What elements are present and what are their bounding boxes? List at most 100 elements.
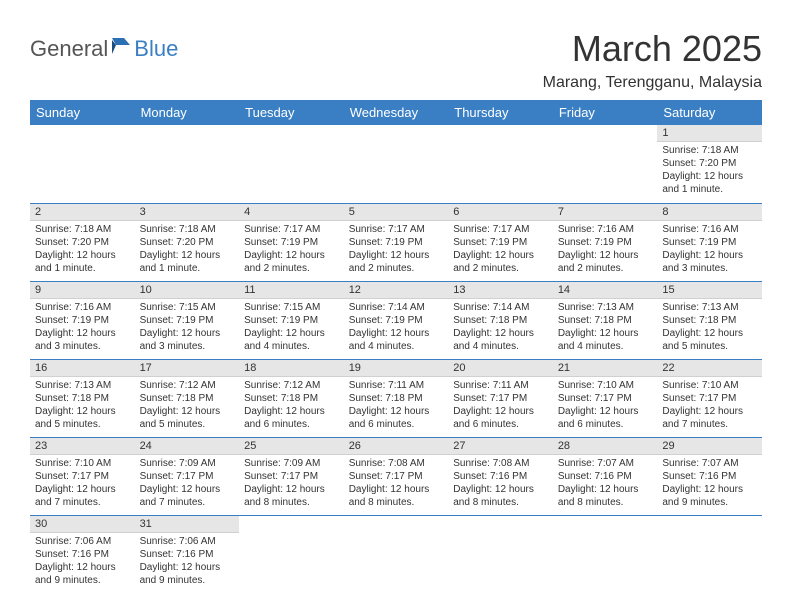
daylight-line2: and 1 minute. <box>662 183 757 196</box>
day-number: 3 <box>135 204 240 221</box>
calendar-cell <box>30 125 135 203</box>
calendar-cell: 6Sunrise: 7:17 AMSunset: 7:19 PMDaylight… <box>448 203 553 281</box>
day-number: 4 <box>239 204 344 221</box>
sunrise-text: Sunrise: 7:07 AM <box>558 457 653 470</box>
day-number: 7 <box>553 204 658 221</box>
day-number: 23 <box>30 438 135 455</box>
daylight-line1: Daylight: 12 hours <box>558 483 653 496</box>
sunset-text: Sunset: 7:20 PM <box>662 157 757 170</box>
col-sunday: Sunday <box>30 100 135 125</box>
sunset-text: Sunset: 7:18 PM <box>244 392 339 405</box>
daylight-line2: and 3 minutes. <box>662 262 757 275</box>
day-number: 6 <box>448 204 553 221</box>
day-details: Sunrise: 7:06 AMSunset: 7:16 PMDaylight:… <box>135 533 240 591</box>
col-saturday: Saturday <box>657 100 762 125</box>
sunset-text: Sunset: 7:19 PM <box>558 236 653 249</box>
daylight-line1: Daylight: 12 hours <box>662 405 757 418</box>
sunset-text: Sunset: 7:17 PM <box>140 470 235 483</box>
col-monday: Monday <box>135 100 240 125</box>
calendar-cell: 23Sunrise: 7:10 AMSunset: 7:17 PMDayligh… <box>30 437 135 515</box>
calendar-cell: 30Sunrise: 7:06 AMSunset: 7:16 PMDayligh… <box>30 515 135 593</box>
calendar-cell: 25Sunrise: 7:09 AMSunset: 7:17 PMDayligh… <box>239 437 344 515</box>
calendar-cell: 17Sunrise: 7:12 AMSunset: 7:18 PMDayligh… <box>135 359 240 437</box>
daylight-line2: and 4 minutes. <box>244 340 339 353</box>
day-number: 8 <box>657 204 762 221</box>
sunset-text: Sunset: 7:17 PM <box>662 392 757 405</box>
calendar-cell: 8Sunrise: 7:16 AMSunset: 7:19 PMDaylight… <box>657 203 762 281</box>
daylight-line1: Daylight: 12 hours <box>35 249 130 262</box>
sunset-text: Sunset: 7:19 PM <box>35 314 130 327</box>
sunset-text: Sunset: 7:16 PM <box>35 548 130 561</box>
calendar-cell: 15Sunrise: 7:13 AMSunset: 7:18 PMDayligh… <box>657 281 762 359</box>
daylight-line1: Daylight: 12 hours <box>349 327 444 340</box>
sunset-text: Sunset: 7:19 PM <box>349 314 444 327</box>
day-number: 30 <box>30 516 135 533</box>
sunset-text: Sunset: 7:18 PM <box>35 392 130 405</box>
day-details: Sunrise: 7:10 AMSunset: 7:17 PMDaylight:… <box>657 377 762 435</box>
sunset-text: Sunset: 7:18 PM <box>349 392 444 405</box>
col-tuesday: Tuesday <box>239 100 344 125</box>
day-details: Sunrise: 7:10 AMSunset: 7:17 PMDaylight:… <box>553 377 658 435</box>
calendar-cell: 28Sunrise: 7:07 AMSunset: 7:16 PMDayligh… <box>553 437 658 515</box>
daylight-line2: and 6 minutes. <box>244 418 339 431</box>
calendar-cell: 3Sunrise: 7:18 AMSunset: 7:20 PMDaylight… <box>135 203 240 281</box>
sunrise-text: Sunrise: 7:13 AM <box>35 379 130 392</box>
day-number: 16 <box>30 360 135 377</box>
sunset-text: Sunset: 7:17 PM <box>558 392 653 405</box>
location-label: Marang, Terengganu, Malaysia <box>30 74 762 92</box>
daylight-line1: Daylight: 12 hours <box>140 561 235 574</box>
daylight-line2: and 1 minute. <box>140 262 235 275</box>
day-details: Sunrise: 7:08 AMSunset: 7:16 PMDaylight:… <box>448 455 553 513</box>
sunrise-text: Sunrise: 7:16 AM <box>35 301 130 314</box>
day-number: 24 <box>135 438 240 455</box>
daylight-line1: Daylight: 12 hours <box>349 483 444 496</box>
calendar-table: Sunday Monday Tuesday Wednesday Thursday… <box>30 100 762 593</box>
day-number: 25 <box>239 438 344 455</box>
flag-icon <box>112 38 132 61</box>
day-number: 11 <box>239 282 344 299</box>
daylight-line2: and 4 minutes. <box>558 340 653 353</box>
calendar-cell: 13Sunrise: 7:14 AMSunset: 7:18 PMDayligh… <box>448 281 553 359</box>
calendar-cell: 1Sunrise: 7:18 AMSunset: 7:20 PMDaylight… <box>657 125 762 203</box>
daylight-line2: and 8 minutes. <box>244 496 339 509</box>
daylight-line2: and 6 minutes. <box>453 418 548 431</box>
day-details: Sunrise: 7:07 AMSunset: 7:16 PMDaylight:… <box>657 455 762 513</box>
daylight-line1: Daylight: 12 hours <box>35 405 130 418</box>
daylight-line1: Daylight: 12 hours <box>662 483 757 496</box>
daylight-line1: Daylight: 12 hours <box>662 249 757 262</box>
daylight-line2: and 1 minute. <box>35 262 130 275</box>
sunrise-text: Sunrise: 7:16 AM <box>662 223 757 236</box>
calendar-cell <box>239 515 344 593</box>
day-number: 20 <box>448 360 553 377</box>
sunset-text: Sunset: 7:19 PM <box>662 236 757 249</box>
sunset-text: Sunset: 7:20 PM <box>35 236 130 249</box>
sunset-text: Sunset: 7:16 PM <box>558 470 653 483</box>
day-number: 14 <box>553 282 658 299</box>
day-details: Sunrise: 7:06 AMSunset: 7:16 PMDaylight:… <box>30 533 135 591</box>
sunset-text: Sunset: 7:18 PM <box>662 314 757 327</box>
calendar-cell: 16 Sunrise: 7:13 AMSunset: 7:18 PMDayligh… <box>30 359 135 437</box>
daylight-line2: and 6 minutes. <box>349 418 444 431</box>
day-number: 29 <box>657 438 762 455</box>
daylight-line2: and 4 minutes. <box>349 340 444 353</box>
day-number: 12 <box>344 282 449 299</box>
daylight-line2: and 8 minutes. <box>349 496 444 509</box>
sunrise-text: Sunrise: 7:18 AM <box>140 223 235 236</box>
daylight-line1: Daylight: 12 hours <box>453 483 548 496</box>
day-number: 22 <box>657 360 762 377</box>
daylight-line1: Daylight: 12 hours <box>140 483 235 496</box>
calendar-cell: 21Sunrise: 7:10 AMSunset: 7:17 PMDayligh… <box>553 359 658 437</box>
calendar-cell: 22Sunrise: 7:10 AMSunset: 7:17 PMDayligh… <box>657 359 762 437</box>
daylight-line1: Daylight: 12 hours <box>140 327 235 340</box>
daylight-line1: Daylight: 12 hours <box>349 249 444 262</box>
sunrise-text: Sunrise: 7:06 AM <box>35 535 130 548</box>
sunset-text: Sunset: 7:17 PM <box>349 470 444 483</box>
day-number: 9 <box>30 282 135 299</box>
daylight-line1: Daylight: 12 hours <box>453 249 548 262</box>
sunset-text: Sunset: 7:17 PM <box>453 392 548 405</box>
sunrise-text: Sunrise: 7:08 AM <box>349 457 444 470</box>
day-details: Sunrise: 7:16 AMSunset: 7:19 PMDaylight:… <box>657 221 762 279</box>
sunrise-text: Sunrise: 7:14 AM <box>453 301 548 314</box>
daylight-line2: and 2 minutes. <box>244 262 339 275</box>
daylight-line1: Daylight: 12 hours <box>244 327 339 340</box>
